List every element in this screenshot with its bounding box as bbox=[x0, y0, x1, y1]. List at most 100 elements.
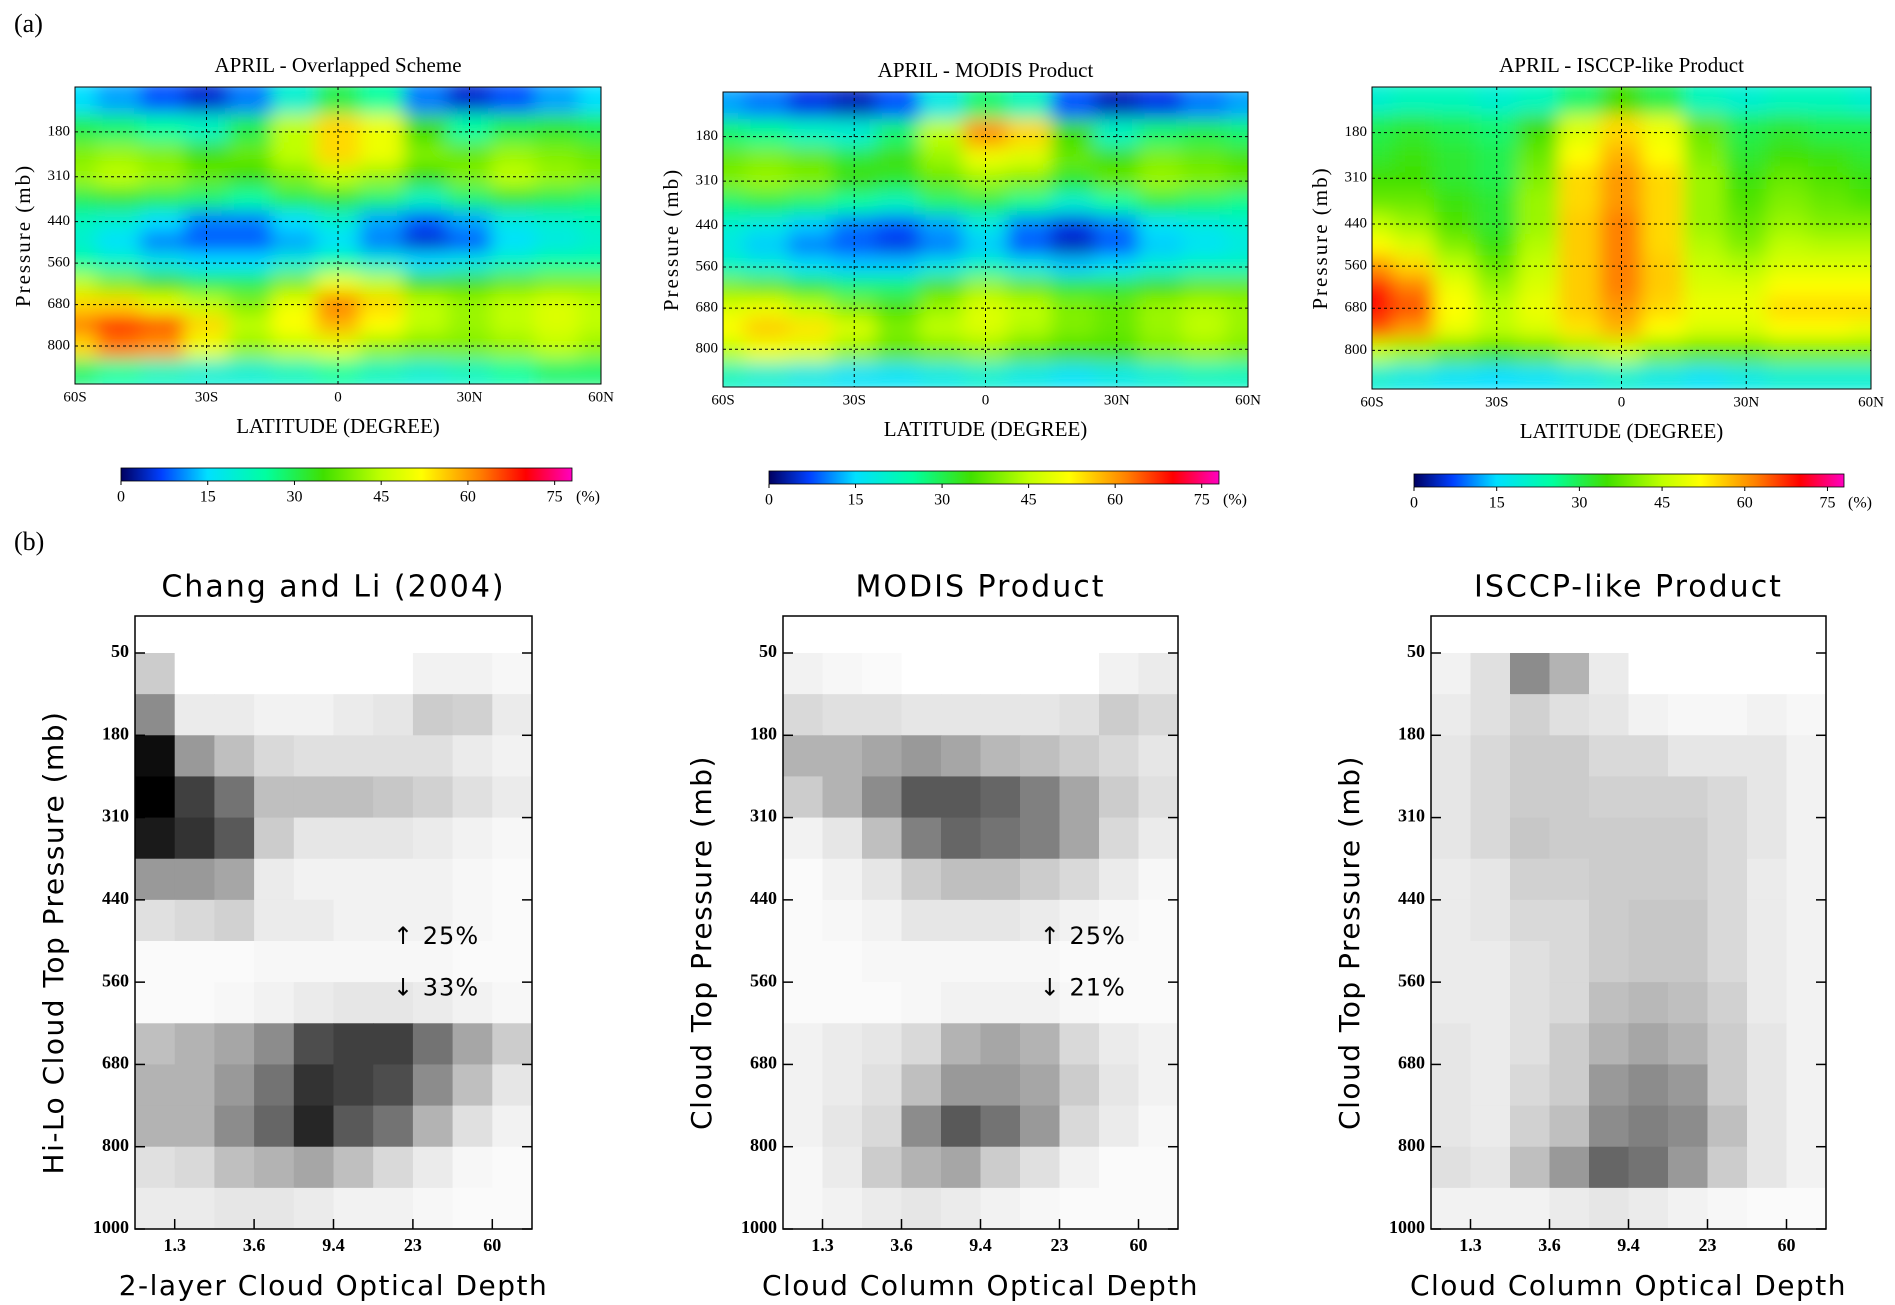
histogram-cell bbox=[980, 941, 1021, 983]
histogram-cell bbox=[941, 899, 981, 942]
histogram-cell bbox=[1549, 1105, 1590, 1148]
histogram-cell bbox=[941, 1105, 981, 1148]
heatmap-cell bbox=[403, 314, 449, 337]
x-tick-label: 30N bbox=[1104, 392, 1130, 408]
histogram-cell bbox=[174, 694, 215, 736]
y-tick-label: 180 bbox=[48, 123, 71, 139]
histogram-cell bbox=[254, 1064, 295, 1107]
histogram-cell bbox=[1668, 653, 1708, 695]
heatmap-cell bbox=[359, 231, 405, 254]
heatmap-cell bbox=[534, 87, 580, 116]
heatmap-cell bbox=[963, 169, 1008, 193]
heatmap-cell bbox=[1808, 189, 1851, 214]
histogram-cell bbox=[1138, 941, 1179, 983]
heatmap-cell bbox=[1641, 339, 1685, 365]
histogram-cell bbox=[1747, 653, 1787, 695]
histogram-cell bbox=[135, 1105, 176, 1148]
heatmap-cell bbox=[1849, 318, 1871, 341]
histogram-cell bbox=[1747, 899, 1787, 942]
heatmap-cell bbox=[1600, 255, 1643, 278]
histogram-cell bbox=[941, 694, 981, 736]
histogram-cell bbox=[452, 735, 493, 777]
histogram-cell bbox=[412, 899, 454, 942]
heatmap-cell bbox=[1517, 318, 1560, 341]
heatmap-cell bbox=[1181, 147, 1227, 171]
heatmap-cell bbox=[875, 338, 921, 364]
y-tick-label: 1000 bbox=[93, 1217, 129, 1237]
histogram-cell bbox=[1668, 858, 1708, 901]
heatmap-cell bbox=[788, 256, 833, 278]
histogram-cell bbox=[254, 1023, 295, 1065]
histogram-cell bbox=[862, 1187, 902, 1230]
heatmap-cell bbox=[1225, 297, 1248, 319]
heatmap-cell bbox=[1181, 191, 1227, 216]
heatmap-cell bbox=[1433, 339, 1477, 365]
x-tick-label: 0 bbox=[982, 392, 990, 408]
heatmap-cell bbox=[1392, 255, 1435, 278]
y-axis-title: Pressure (mb) bbox=[11, 164, 35, 307]
histogram-cell bbox=[174, 899, 215, 942]
heatmap-cell bbox=[1641, 189, 1685, 214]
heatmap-cell bbox=[788, 191, 833, 216]
histogram-cell bbox=[980, 982, 1021, 1024]
histogram-cell bbox=[941, 1023, 981, 1065]
histogram-cell bbox=[293, 899, 334, 942]
heatmap-cell bbox=[578, 252, 601, 274]
histogram-cell bbox=[980, 653, 1021, 695]
heatmap-cell bbox=[1372, 233, 1394, 257]
histogram-cell bbox=[901, 941, 942, 983]
histogram-cell bbox=[492, 694, 533, 736]
heatmap-cell bbox=[140, 314, 186, 337]
histogram-cell bbox=[1707, 817, 1748, 860]
histogram-cell bbox=[373, 899, 414, 942]
histogram-cell bbox=[1020, 858, 1060, 901]
heatmap-cell bbox=[1138, 214, 1183, 237]
heatmap-cell bbox=[1006, 235, 1052, 258]
histogram-cell bbox=[941, 653, 981, 695]
histogram-cell bbox=[412, 1146, 454, 1189]
histogram-cell bbox=[1470, 694, 1511, 736]
histogram-cell bbox=[1470, 776, 1511, 819]
heatmap-cell bbox=[578, 142, 601, 167]
histogram-cell bbox=[1747, 941, 1787, 983]
heatmap-cell bbox=[534, 314, 580, 337]
heatmap-cell bbox=[75, 187, 98, 211]
histogram-cell bbox=[293, 1187, 334, 1230]
histogram-cell bbox=[1668, 1146, 1708, 1189]
heatmap-cell bbox=[578, 187, 601, 211]
histogram-cell bbox=[333, 858, 374, 901]
heatmap-cell bbox=[1050, 362, 1096, 387]
histogram-cell bbox=[1747, 694, 1787, 736]
heatmap-cell bbox=[359, 142, 405, 167]
heatmap-cells bbox=[723, 92, 1248, 387]
heatmap-cell bbox=[1372, 143, 1394, 168]
y-tick-label: 800 bbox=[750, 1135, 777, 1155]
histogram-cell bbox=[1510, 1187, 1550, 1230]
histogram-cell bbox=[1099, 858, 1139, 901]
heatmap-cell bbox=[1808, 143, 1851, 168]
histogram-cell bbox=[1786, 941, 1827, 983]
histogram-cell bbox=[333, 1105, 374, 1148]
histogram-cell bbox=[373, 1146, 414, 1189]
heatmap-cell bbox=[271, 359, 317, 384]
histogram-cell bbox=[941, 735, 981, 777]
heatmap-cell bbox=[1433, 212, 1477, 235]
heatmap-cell bbox=[1558, 212, 1602, 235]
histogram-cell bbox=[452, 694, 493, 736]
heatmap-cell bbox=[744, 276, 790, 299]
heatmap-cell bbox=[271, 272, 317, 295]
heatmap-cell bbox=[963, 235, 1008, 258]
heatmap-cell bbox=[1372, 255, 1394, 278]
histogram-cell bbox=[1786, 982, 1827, 1024]
heatmap-cell bbox=[1433, 233, 1477, 257]
heatmap-cell bbox=[1138, 118, 1183, 149]
histogram-cell bbox=[214, 653, 255, 695]
histogram-cell bbox=[783, 1105, 823, 1148]
heatmap-cell bbox=[403, 114, 449, 144]
heatmap-cell bbox=[184, 231, 229, 254]
x-axis-title: Cloud Column Optical Depth bbox=[762, 1269, 1199, 1302]
histogram-cell bbox=[980, 776, 1021, 819]
histogram-cell bbox=[1707, 982, 1748, 1024]
heatmap-cell bbox=[1392, 339, 1435, 365]
histogram-cell bbox=[1059, 694, 1100, 736]
